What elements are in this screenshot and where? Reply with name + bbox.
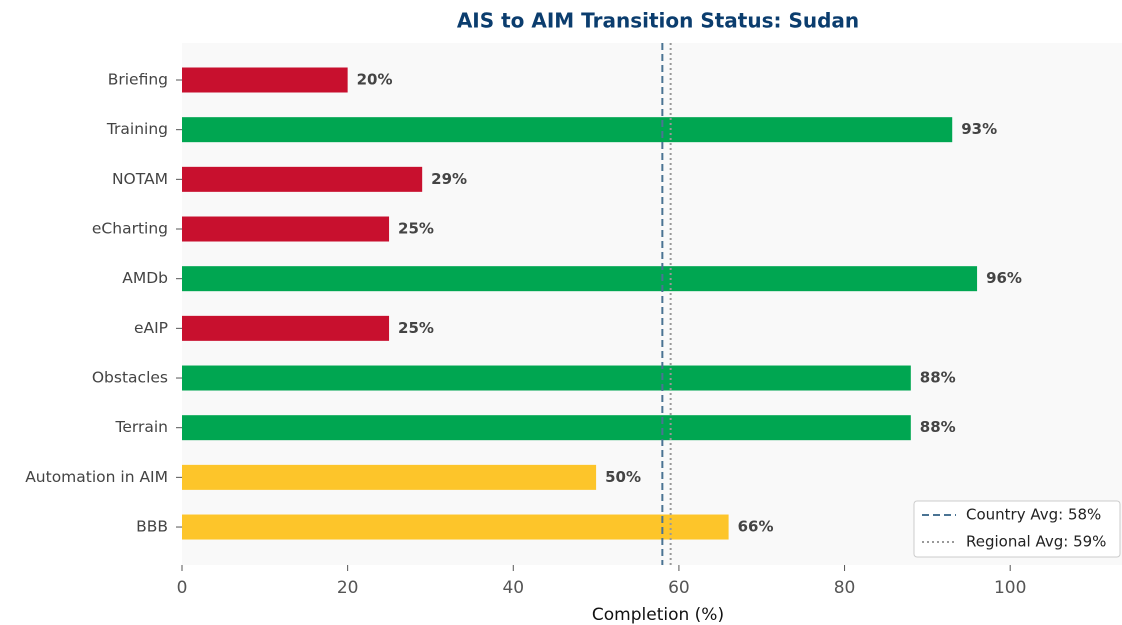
value-label: 88% [920,418,956,436]
value-label: 88% [920,369,956,387]
bar [182,315,390,341]
value-label: 20% [357,71,393,89]
x-tick-label: 40 [502,578,524,598]
x-tick-label: 100 [994,578,1026,598]
chart-title: AIS to AIM Transition Status: Sudan [457,9,859,33]
legend-label: Country Avg: 58% [966,506,1101,524]
y-tick-label: Automation in AIM [25,468,168,486]
x-tick-label: 20 [337,578,359,598]
x-tick-label: 60 [668,578,690,598]
legend-box [913,500,1121,558]
legend-label: Regional Avg: 59% [966,533,1106,551]
y-tick-label: AMDb [122,269,168,287]
x-axis-label: Completion (%) [592,605,724,625]
y-tick-label: Training [106,120,168,138]
y-tick-label: Terrain [115,418,168,436]
bar [182,266,978,292]
y-tick-label: Briefing [108,71,168,89]
value-label: 96% [986,269,1022,287]
value-label: 29% [431,170,467,188]
bar [182,464,597,490]
value-label: 25% [398,319,434,337]
value-label: 66% [738,518,774,536]
y-tick-label: NOTAM [112,170,168,188]
value-label: 93% [961,120,997,138]
bar [182,67,348,93]
y-tick-label: BBB [136,518,168,536]
y-tick-label: eAIP [134,319,168,337]
bar [182,514,729,540]
bar [182,216,390,242]
x-tick-label: 0 [177,578,188,598]
y-tick-label: eCharting [92,220,168,238]
bar [182,166,423,192]
bar [182,365,911,391]
value-label: 25% [398,220,434,238]
bar [182,117,953,143]
value-label: 50% [605,468,641,486]
y-tick-label: Obstacles [92,369,168,387]
bar [182,415,911,441]
x-tick-label: 80 [834,578,856,598]
